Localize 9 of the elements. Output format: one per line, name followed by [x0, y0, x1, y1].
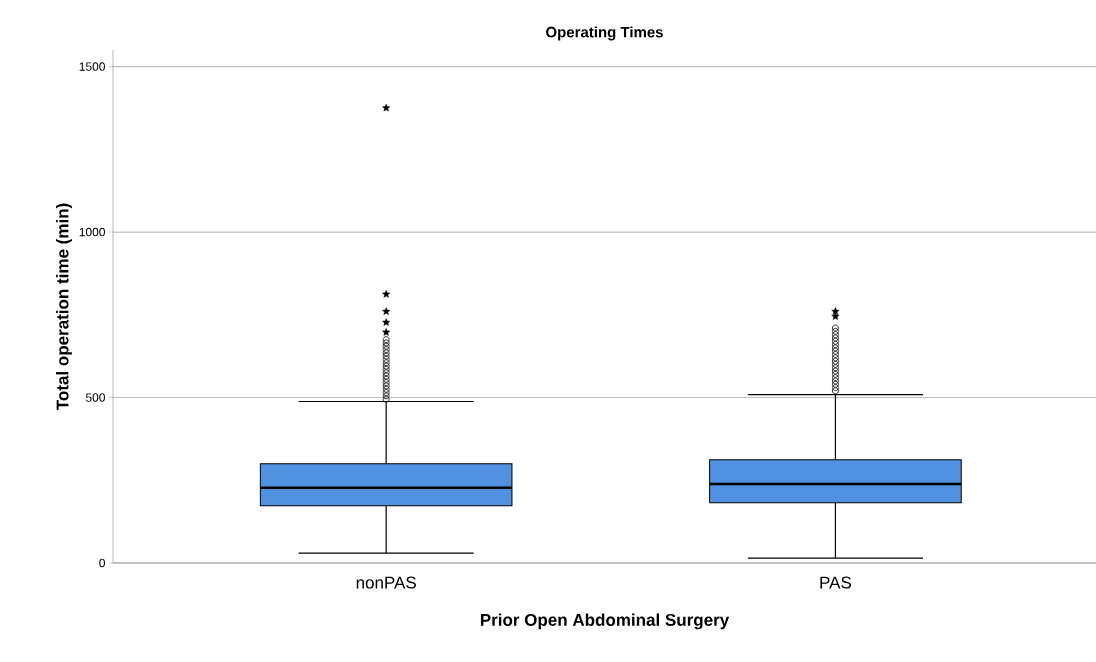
y-tick-label: 1500: [79, 62, 105, 71]
y-tick-label: 500: [85, 393, 105, 402]
x-tick-label: PAS: [820, 576, 852, 589]
y-tick-label: 0: [99, 558, 105, 568]
y-tick-label: 1000: [79, 227, 105, 237]
y-axis-title: Total operation time (min): [56, 203, 72, 411]
chart-title: Operating Times: [546, 26, 663, 41]
x-tick-label: nonPAS: [356, 576, 416, 589]
x-axis-title: Prior Open Abdominal Surgery: [480, 613, 730, 630]
